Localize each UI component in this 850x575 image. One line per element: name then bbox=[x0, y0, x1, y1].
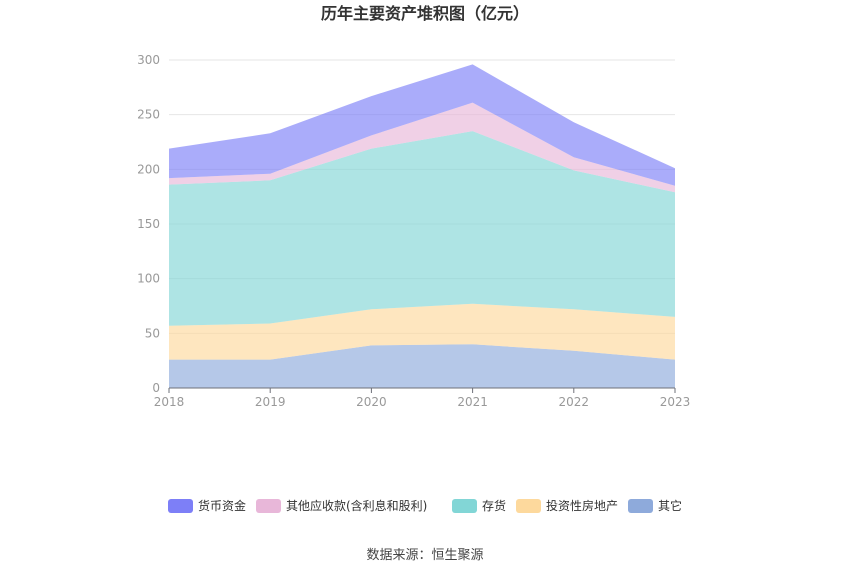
x-axis: 2018 2019 2020 2021 2022 2023 bbox=[154, 387, 691, 409]
area-series-2 bbox=[169, 131, 675, 326]
y-tick-label: 100 bbox=[137, 272, 160, 286]
x-tick-label: 2022 bbox=[559, 395, 590, 409]
legend-item[interactable]: 投资性房地产 bbox=[516, 498, 618, 513]
area-series-4 bbox=[169, 64, 675, 186]
legend-swatch bbox=[628, 499, 653, 513]
y-tick-label: 0 bbox=[152, 381, 160, 395]
x-tick-label: 2019 bbox=[255, 395, 286, 409]
area-series bbox=[169, 64, 675, 388]
y-tick-label: 200 bbox=[137, 162, 160, 176]
x-tick-label: 2023 bbox=[660, 395, 691, 409]
x-tick-label: 2021 bbox=[457, 395, 488, 409]
y-tick-label: 250 bbox=[137, 108, 160, 122]
legend-label: 投资性房地产 bbox=[546, 498, 618, 513]
legend-label: 存货 bbox=[482, 498, 506, 513]
y-tick-label: 50 bbox=[145, 326, 160, 340]
legend-label: 货币资金 bbox=[198, 498, 246, 513]
legend: 货币资金 其他应收款(含利息和股利) 存货 投资性房地产 其它 bbox=[168, 498, 682, 513]
legend-label: 其他应收款(含利息和股利) bbox=[286, 498, 427, 513]
area-series-1 bbox=[169, 303, 675, 360]
legend-item[interactable]: 其他应收款(含利息和股利) bbox=[256, 498, 427, 513]
legend-item[interactable]: 货币资金 bbox=[168, 498, 246, 513]
area-series-0 bbox=[169, 344, 675, 388]
data-source: 数据来源：恒生聚源 bbox=[366, 548, 483, 563]
y-tick-label: 300 bbox=[137, 53, 160, 67]
legend-swatch bbox=[452, 499, 477, 513]
chart-title: 历年主要资产堆积图（亿元） bbox=[321, 4, 529, 23]
legend-swatch bbox=[168, 499, 193, 513]
legend-swatch bbox=[256, 499, 281, 513]
legend-item[interactable]: 存货 bbox=[452, 498, 506, 513]
x-tick-label: 2018 bbox=[154, 395, 185, 409]
legend-label: 其它 bbox=[658, 498, 682, 513]
legend-item[interactable]: 其它 bbox=[628, 498, 682, 513]
x-tick-label: 2020 bbox=[356, 395, 387, 409]
legend-swatch bbox=[516, 499, 541, 513]
y-axis: 0 50 100 150 200 250 300 bbox=[137, 53, 160, 395]
area-series-3 bbox=[169, 102, 675, 193]
y-tick-label: 150 bbox=[137, 217, 160, 231]
